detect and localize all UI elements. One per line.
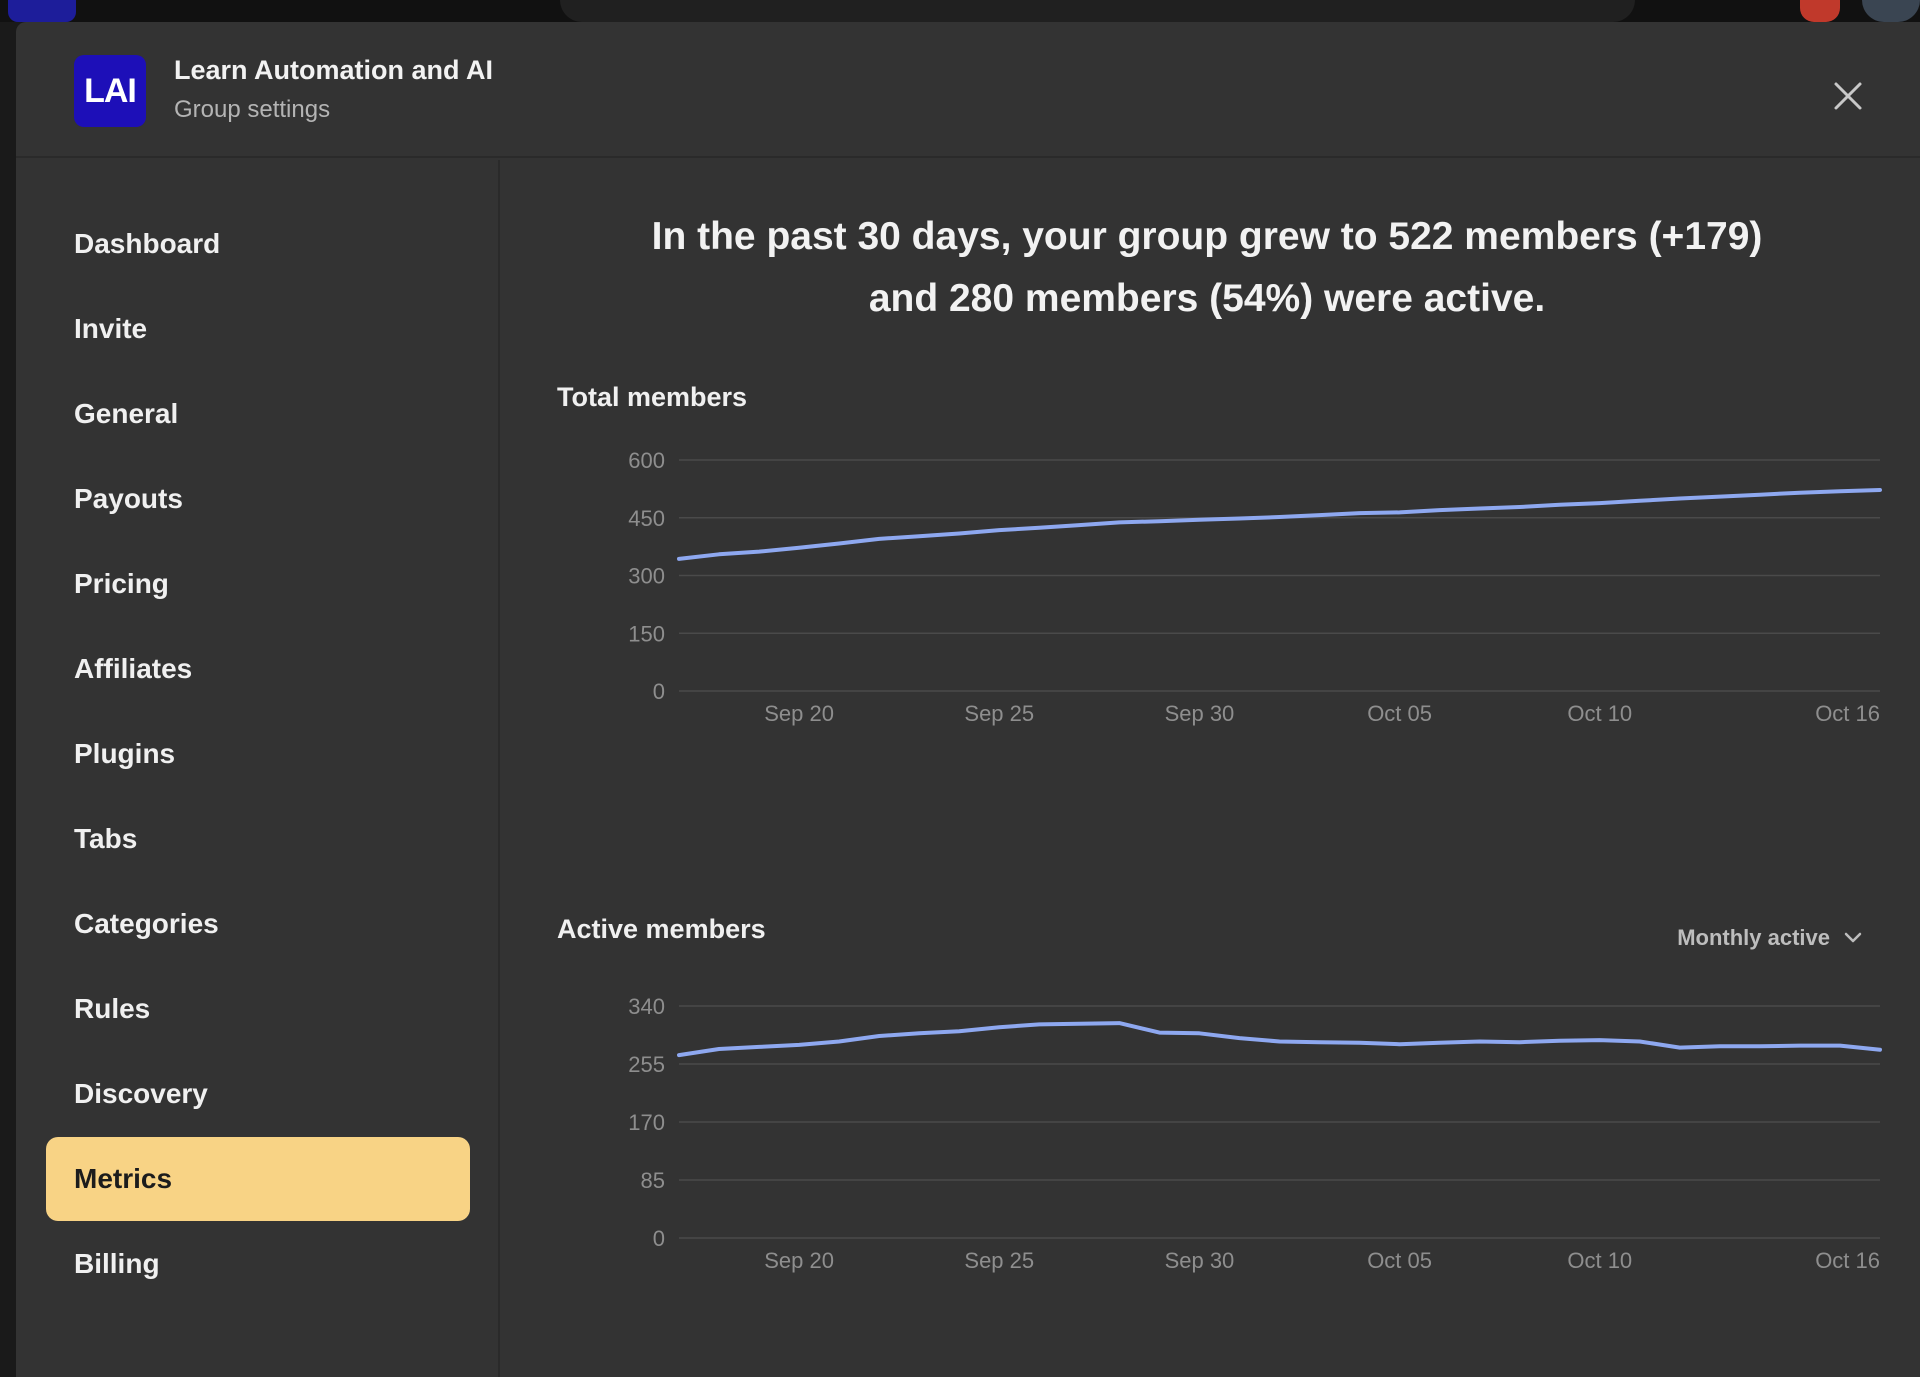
active-members-chart: 0 85 170 255 340 Sep 20 Sep 25 Sep 30 Oct 05 Oct … xyxy=(628,994,1882,1273)
group-settings-modal: LAI Learn Automation and AI Group settin… xyxy=(16,22,1920,1377)
x-tick-label: Sep 20 xyxy=(764,701,834,726)
x-tick-label: Sep 25 xyxy=(964,1248,1034,1273)
y-tick-label: 255 xyxy=(628,1052,665,1077)
x-tick-label: Sep 25 xyxy=(964,701,1034,726)
sidebar-item-categories[interactable]: Categories xyxy=(74,908,219,939)
y-tick-label: 150 xyxy=(628,621,665,646)
y-tick-label: 340 xyxy=(628,994,665,1019)
y-tick-label: 0 xyxy=(653,1226,665,1251)
total-members-title: Total members xyxy=(557,382,748,412)
background-notification-badge xyxy=(1800,0,1840,22)
sidebar-item-tabs[interactable]: Tabs xyxy=(74,823,138,854)
x-tick-label: Oct 05 xyxy=(1367,701,1432,726)
x-tick-label: Oct 05 xyxy=(1367,1248,1432,1273)
chevron-down-icon xyxy=(1844,932,1862,943)
sidebar-item-invite[interactable]: Invite xyxy=(74,313,148,344)
series-line xyxy=(677,1021,1882,1058)
active-period-dropdown[interactable]: Monthly active xyxy=(1642,918,1862,958)
sidebar-item-affiliates[interactable]: Affiliates xyxy=(74,653,193,684)
total-members-chart: 0 150 300 450 600 Sep 20 Sep 25 Sep 30 Oct 05 Oct… xyxy=(628,448,1882,726)
sidebar-item-billing[interactable]: Billing xyxy=(74,1248,160,1279)
y-tick-label: 170 xyxy=(628,1110,665,1135)
modal-subtitle: Group settings xyxy=(174,96,331,123)
sidebar-item-dashboard[interactable]: Dashboard xyxy=(74,228,221,259)
group-logo: LAI xyxy=(74,55,146,127)
sidebar-item-pricing[interactable]: Pricing xyxy=(74,568,169,599)
x-tick-label: Oct 10 xyxy=(1567,701,1632,726)
y-tick-label: 300 xyxy=(628,564,665,589)
x-tick-label: Oct 10 xyxy=(1567,1248,1632,1273)
sidebar-item-metrics[interactable]: Metrics xyxy=(46,1137,470,1221)
series-line xyxy=(677,488,1882,561)
x-tick-label: Oct 16 xyxy=(1815,701,1880,726)
active-period-label: Monthly active xyxy=(1677,925,1830,950)
y-tick-label: 85 xyxy=(641,1168,665,1193)
x-tick-label: Sep 30 xyxy=(1165,701,1235,726)
sidebar-item-payouts[interactable]: Payouts xyxy=(74,483,183,514)
sidebar-item-general[interactable]: General xyxy=(74,398,179,429)
metrics-summary: In the past 30 days, your group grew to … xyxy=(502,206,1912,330)
settings-sidebar: Dashboard Invite General Payouts Pricing… xyxy=(16,160,500,1377)
background-logo xyxy=(8,0,76,22)
x-tick-label: Oct 16 xyxy=(1815,1248,1880,1273)
y-tick-label: 0 xyxy=(653,679,665,704)
background-avatar xyxy=(1862,0,1920,22)
sidebar-item-discovery[interactable]: Discovery xyxy=(74,1078,208,1109)
close-button[interactable] xyxy=(1822,70,1874,122)
sidebar-item-rules[interactable]: Rules xyxy=(74,993,151,1024)
x-tick-label: Sep 30 xyxy=(1165,1248,1235,1273)
metrics-panel: In the past 30 days, your group grew to … xyxy=(502,160,1920,1377)
active-members-title: Active members xyxy=(557,914,766,944)
modal-header: LAI Learn Automation and AI Group settin… xyxy=(16,22,1920,158)
y-tick-label: 450 xyxy=(628,506,665,531)
sidebar-item-plugins[interactable]: Plugins xyxy=(74,738,176,769)
summary-line-1: In the past 30 days, your group grew to … xyxy=(651,215,1763,258)
x-tick-label: Sep 20 xyxy=(764,1248,834,1273)
close-icon xyxy=(1834,82,1862,110)
y-tick-label: 600 xyxy=(628,448,665,473)
summary-line-2: and 280 members (54%) were active. xyxy=(868,277,1546,320)
background-search-bar xyxy=(560,0,1635,22)
group-name: Learn Automation and AI xyxy=(174,55,494,85)
